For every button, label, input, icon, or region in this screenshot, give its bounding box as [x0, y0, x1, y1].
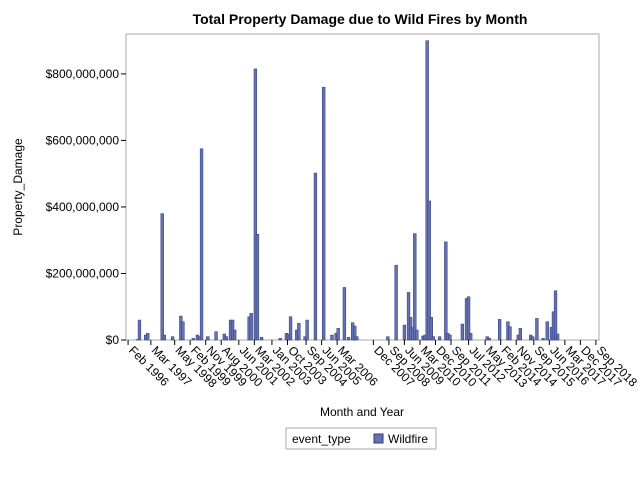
bar [431, 336, 436, 341]
bar [313, 172, 318, 341]
legend-swatch [373, 433, 384, 444]
bar [394, 264, 398, 341]
bar [214, 331, 218, 341]
y-tick-label: $600,000,000 [46, 133, 120, 147]
bar [355, 336, 359, 341]
bar [162, 334, 166, 341]
y-tick-label: $800,000,000 [46, 67, 120, 81]
bar [555, 333, 560, 341]
bar [160, 213, 164, 341]
bar [545, 321, 549, 341]
x-axis-label: Month and Year [320, 405, 404, 419]
bar [460, 323, 465, 341]
y-tick-label: $0 [106, 333, 120, 347]
bar [342, 287, 347, 341]
bar [253, 68, 258, 341]
bar [541, 338, 545, 341]
legend-item-label: Wildfire [388, 432, 428, 446]
bar [255, 233, 260, 341]
bar [427, 200, 431, 341]
bar [206, 336, 210, 341]
y-tick-label: $400,000,000 [46, 200, 120, 214]
bar [170, 336, 175, 341]
bar [508, 326, 512, 341]
bar [346, 337, 351, 341]
bar [199, 148, 204, 341]
bar [278, 338, 282, 341]
bar [249, 313, 253, 341]
bar [336, 328, 340, 341]
bar [330, 334, 334, 341]
bar [406, 292, 411, 341]
bar [233, 329, 237, 341]
bar [535, 318, 539, 341]
bar [259, 337, 264, 341]
bar [531, 336, 535, 341]
bar [497, 319, 502, 341]
legend-title: event_type [292, 432, 351, 446]
bar [444, 241, 448, 341]
bar [181, 321, 185, 341]
bar [305, 319, 309, 341]
legend-frame [285, 427, 437, 450]
bar [146, 333, 150, 341]
bar [353, 325, 357, 341]
bar [413, 233, 417, 341]
y-tick-label: $200,000,000 [46, 266, 120, 280]
y-axis: $0 $200,000,000 $400,000,000 $600,000,000 $8… [46, 67, 126, 347]
bar [487, 338, 491, 341]
bar [288, 316, 293, 341]
y-axis-label: Property_Damage [11, 138, 25, 236]
bar [415, 329, 419, 341]
legend: event_type Wildfire [285, 427, 437, 450]
bar [297, 323, 301, 341]
bar [469, 333, 473, 341]
bar [429, 317, 433, 341]
plot-area [125, 33, 600, 341]
bar [386, 336, 390, 341]
bar [224, 336, 229, 341]
bar [322, 86, 326, 341]
bar [437, 336, 442, 341]
bar [518, 328, 522, 341]
bar-group [135, 40, 560, 341]
bar [137, 319, 142, 341]
bar [448, 334, 452, 341]
bar [553, 290, 558, 341]
bar [425, 40, 429, 341]
bar [191, 338, 195, 341]
chart-title: Total Property Damage due to Wild Fires … [193, 11, 528, 27]
bar [402, 324, 407, 341]
